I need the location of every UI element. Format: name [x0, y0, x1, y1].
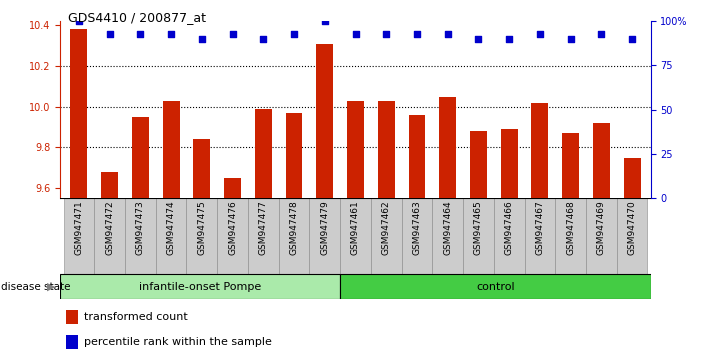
Bar	[279, 198, 309, 274]
Text: control: control	[476, 282, 515, 292]
Bar	[593, 123, 610, 198]
Point	[257, 36, 269, 42]
Text: GSM947471: GSM947471	[75, 200, 83, 255]
Point	[196, 36, 208, 42]
Text: GSM947475: GSM947475	[198, 200, 206, 255]
Bar	[316, 44, 333, 198]
Bar	[163, 101, 180, 198]
Point	[411, 31, 422, 36]
Text: GSM947468: GSM947468	[566, 200, 575, 255]
Bar	[371, 198, 402, 274]
Bar	[66, 335, 78, 349]
Bar	[555, 198, 586, 274]
Bar	[101, 172, 118, 198]
Bar	[494, 198, 525, 274]
Bar	[616, 198, 648, 274]
Bar	[217, 198, 248, 274]
Point	[289, 31, 300, 36]
Text: GSM947464: GSM947464	[443, 200, 452, 255]
Text: ▶: ▶	[47, 282, 55, 292]
Text: GSM947467: GSM947467	[535, 200, 545, 255]
Bar	[586, 198, 616, 274]
Bar	[255, 109, 272, 198]
Text: GSM947461: GSM947461	[351, 200, 360, 255]
Point	[565, 36, 577, 42]
Bar	[156, 198, 186, 274]
Point	[319, 18, 331, 24]
Bar	[409, 115, 425, 198]
Text: GSM947463: GSM947463	[412, 200, 422, 255]
Bar	[340, 198, 371, 274]
Text: GDS4410 / 200877_at: GDS4410 / 200877_at	[68, 11, 205, 24]
Bar	[378, 101, 395, 198]
FancyBboxPatch shape	[60, 274, 340, 299]
Bar	[95, 198, 125, 274]
Point	[626, 36, 638, 42]
Bar	[531, 103, 548, 198]
Text: GSM947462: GSM947462	[382, 200, 391, 255]
Bar	[63, 198, 95, 274]
FancyBboxPatch shape	[340, 274, 651, 299]
Bar	[624, 158, 641, 198]
Bar	[470, 131, 487, 198]
Point	[227, 31, 238, 36]
Text: disease state: disease state	[1, 282, 70, 292]
Text: GSM947474: GSM947474	[166, 200, 176, 255]
Text: GSM947473: GSM947473	[136, 200, 145, 255]
Point	[596, 31, 607, 36]
Bar	[432, 198, 463, 274]
Bar	[132, 117, 149, 198]
Bar	[525, 198, 555, 274]
Bar	[193, 139, 210, 198]
Bar	[309, 198, 340, 274]
Bar	[125, 198, 156, 274]
Text: GSM947478: GSM947478	[289, 200, 299, 255]
Point	[473, 36, 484, 42]
Text: transformed count: transformed count	[84, 312, 188, 322]
Bar	[186, 198, 217, 274]
Text: GSM947476: GSM947476	[228, 200, 237, 255]
Bar	[463, 198, 494, 274]
Bar	[286, 113, 302, 198]
Bar	[501, 129, 518, 198]
Bar	[347, 101, 364, 198]
Text: GSM947466: GSM947466	[505, 200, 513, 255]
Bar	[439, 97, 456, 198]
Bar	[66, 310, 78, 324]
Point	[104, 31, 115, 36]
Bar	[248, 198, 279, 274]
Bar	[224, 178, 241, 198]
Text: infantile-onset Pompe: infantile-onset Pompe	[139, 282, 262, 292]
Point	[380, 31, 392, 36]
Text: GSM947472: GSM947472	[105, 200, 114, 255]
Point	[166, 31, 177, 36]
Point	[503, 36, 515, 42]
Text: GSM947479: GSM947479	[320, 200, 329, 255]
Text: GSM947477: GSM947477	[259, 200, 268, 255]
Point	[350, 31, 361, 36]
Point	[534, 31, 545, 36]
Text: GSM947469: GSM947469	[597, 200, 606, 255]
Text: percentile rank within the sample: percentile rank within the sample	[84, 337, 272, 347]
Text: GSM947465: GSM947465	[474, 200, 483, 255]
Bar	[562, 133, 579, 198]
Bar	[70, 29, 87, 198]
Point	[442, 31, 454, 36]
Text: GSM947470: GSM947470	[628, 200, 636, 255]
Bar	[402, 198, 432, 274]
Point	[134, 31, 146, 36]
Point	[73, 18, 85, 24]
